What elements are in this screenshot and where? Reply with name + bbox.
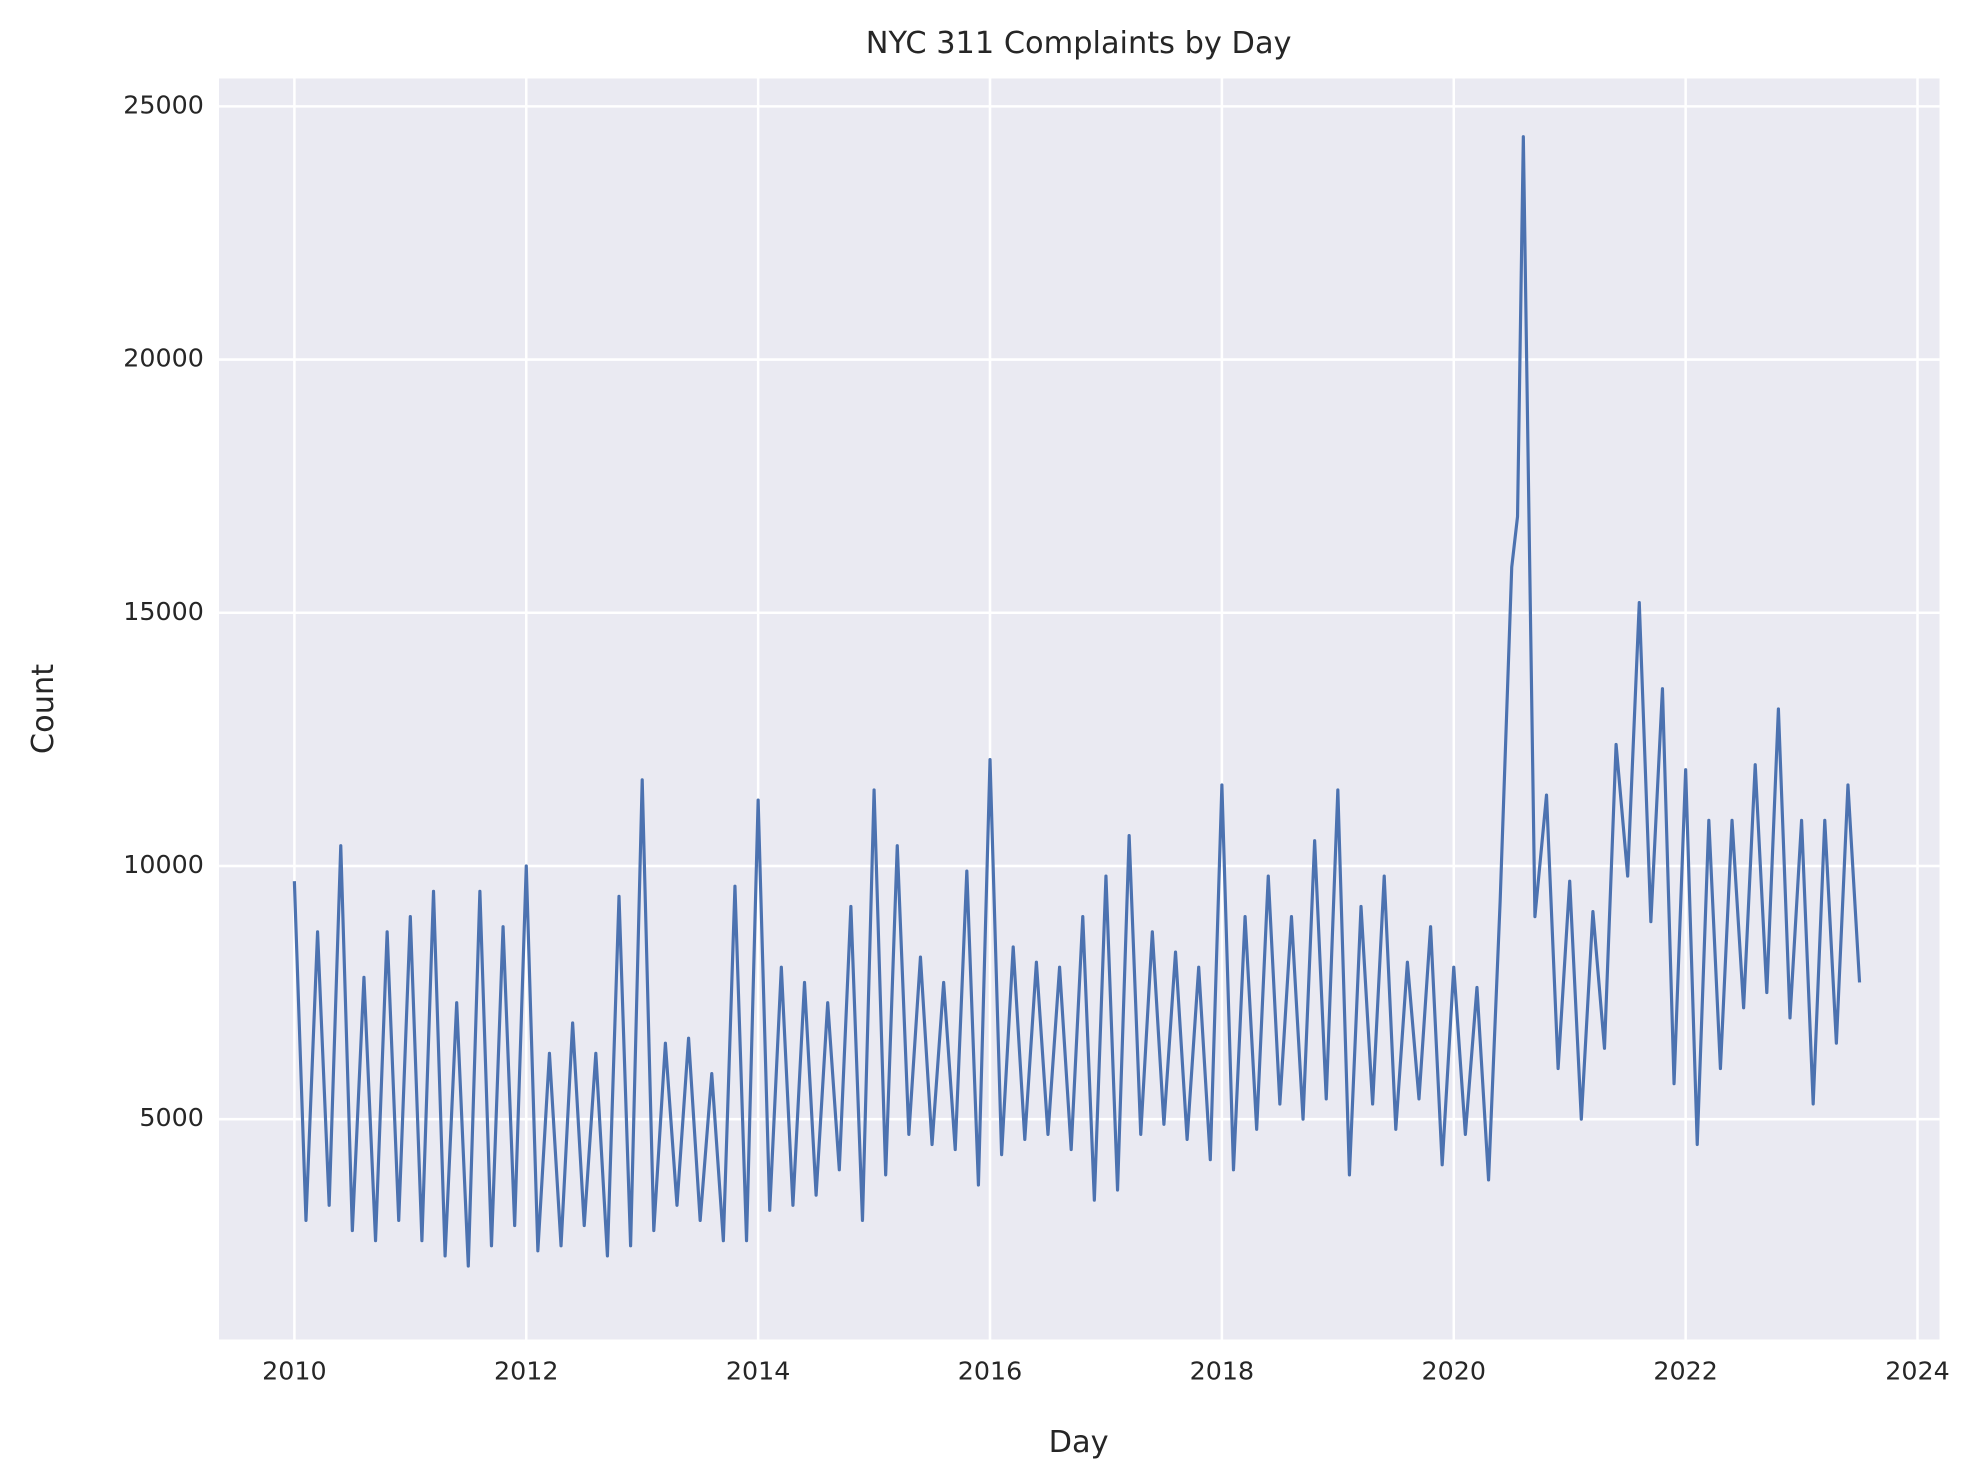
x-tick-label: 2016 <box>958 1355 1022 1385</box>
plot-background <box>219 78 1940 1340</box>
grid <box>219 78 1940 1340</box>
x-tick-label: 2022 <box>1653 1355 1717 1385</box>
y-tick-label: 10000 <box>123 849 204 879</box>
x-tick-label: 2014 <box>726 1355 790 1385</box>
line-series <box>292 135 1862 1268</box>
y-tick-label: 15000 <box>123 596 204 626</box>
x-axis-label: Day <box>1049 1425 1109 1460</box>
y-tick-label: 5000 <box>139 1102 203 1132</box>
chart-title: NYC 311 Complaints by Day <box>866 26 1292 61</box>
y-tick-label: 20000 <box>123 343 204 373</box>
y-tick-label: 25000 <box>123 89 204 119</box>
x-tick-label: 2020 <box>1422 1355 1486 1385</box>
x-tick-label: 2010 <box>262 1355 326 1385</box>
x-tick-label: 2018 <box>1190 1355 1254 1385</box>
marks <box>292 135 1862 1268</box>
y-axis-label: Count <box>26 664 61 754</box>
x-tick-label: 2024 <box>1885 1355 1949 1385</box>
x-tick-label: 2012 <box>494 1355 558 1385</box>
